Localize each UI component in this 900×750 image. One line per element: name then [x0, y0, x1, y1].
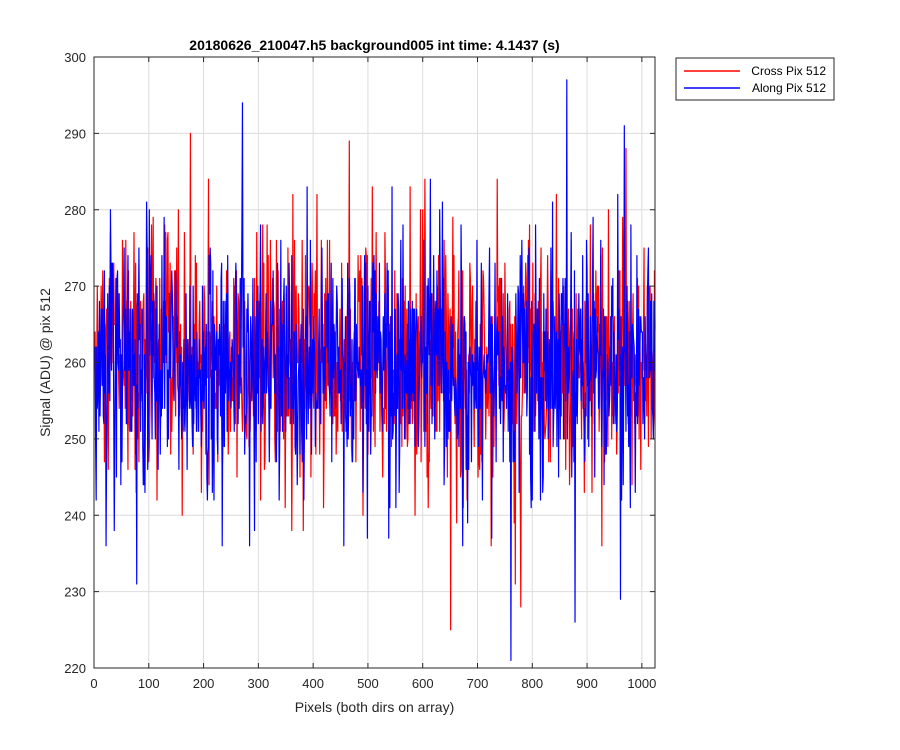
- y-tick-label: 280: [64, 203, 86, 218]
- y-tick-label: 260: [64, 356, 86, 371]
- series-line-along-pix: [94, 79, 656, 661]
- y-tick-label: 290: [64, 126, 86, 141]
- legend-box: [675, 57, 835, 101]
- x-tick-label: 1000: [627, 676, 656, 691]
- x-axis-label: Pixels (both dirs on array): [295, 699, 455, 715]
- y-axis-label: Signal (ADU) @ pix 512: [37, 288, 53, 437]
- x-tick-label: 300: [248, 676, 270, 691]
- x-tick-label: 600: [412, 676, 434, 691]
- y-tick-label: 240: [64, 508, 86, 523]
- x-tick-label: 800: [521, 676, 543, 691]
- x-tick-label: 400: [302, 676, 324, 691]
- x-tick-label: 900: [576, 676, 598, 691]
- x-tick-label: 0: [90, 676, 97, 691]
- y-tick-label: 250: [64, 432, 86, 447]
- x-tick-label: 100: [138, 676, 160, 691]
- chart-title: 20180626_210047.h5 background005 int tim…: [189, 37, 559, 53]
- x-tick-label: 200: [193, 676, 215, 691]
- y-tick-label: 270: [64, 279, 86, 294]
- legend: Cross Pix 512 Along Pix 512: [675, 57, 835, 101]
- series-layer: [93, 79, 656, 661]
- ticks: 0 100 200 300 400 500 600 700 800 900 1000 220 230 24…: [64, 50, 656, 691]
- legend-label: Cross Pix 512: [751, 64, 826, 78]
- legend-label: Along Pix 512: [752, 81, 826, 95]
- x-tick-label: 500: [357, 676, 379, 691]
- y-tick-label: 220: [64, 661, 86, 676]
- y-tick-label: 230: [64, 585, 86, 600]
- x-tick-label: 700: [467, 676, 489, 691]
- y-tick-label: 300: [64, 50, 86, 65]
